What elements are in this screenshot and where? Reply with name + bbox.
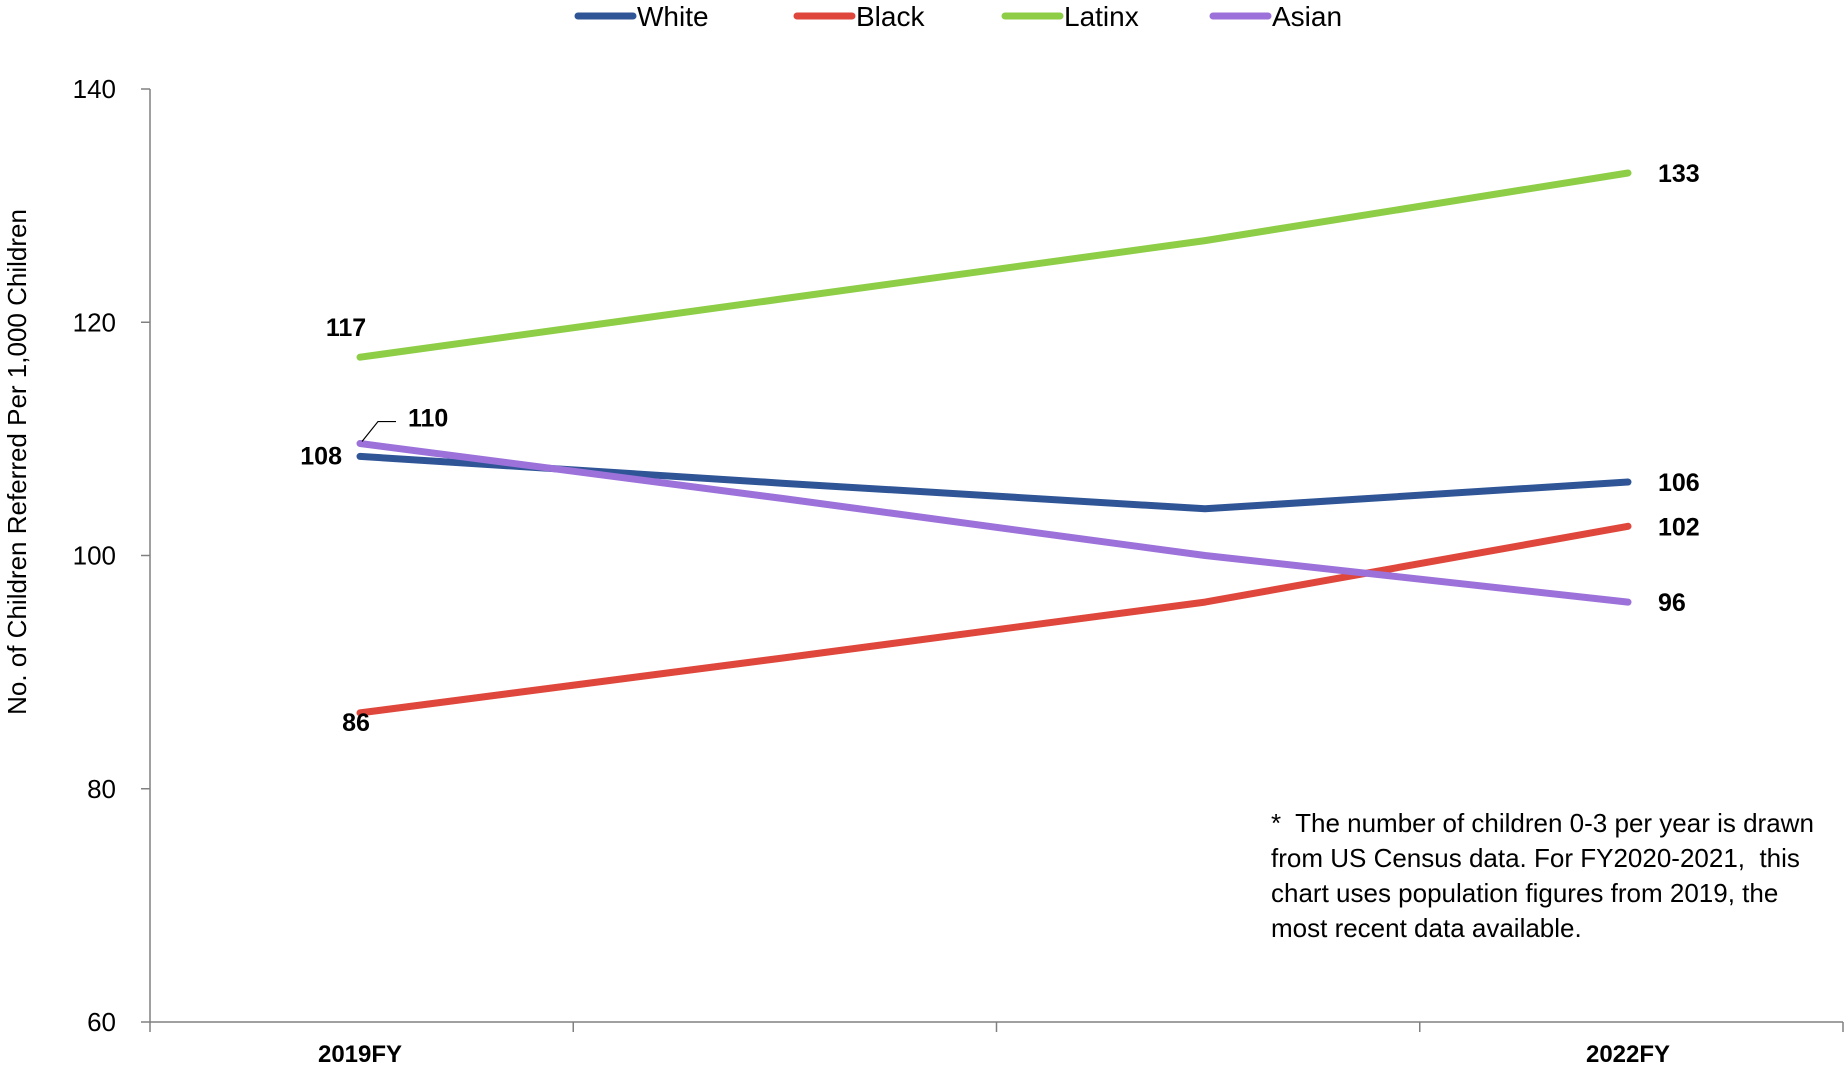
data-label-black: 86 (342, 709, 370, 737)
data-label-black: 102 (1658, 513, 1700, 541)
series-line-black (356, 522, 1632, 717)
y-axis-title: No. of Children Referred Per 1,000 Child… (2, 209, 32, 715)
legend-item-latinx: Latinx (1001, 1, 1139, 32)
x-tick-label: 2022FY (1586, 1041, 1670, 1068)
legend-item-asian: Asian (1209, 1, 1342, 32)
legend-item-white: White (574, 1, 709, 32)
y-tick-label: 60 (87, 1007, 116, 1037)
y-tick-label: 120 (73, 307, 116, 337)
legend: White Black Latinx Asian (574, 1, 1342, 32)
footnote-annotation: * The number of children 0-3 per year is… (1271, 808, 1822, 943)
y-tick-label: 80 (87, 774, 116, 804)
legend-label: Black (856, 1, 925, 32)
plot-area: 108 106 86 102 117 133 110 96 (300, 160, 1699, 737)
series-line-white (356, 452, 1632, 513)
data-label-latinx: 133 (1658, 160, 1700, 188)
legend-item-black: Black (793, 1, 925, 32)
y-tick-label: 140 (73, 74, 116, 104)
y-tick-label: 100 (73, 541, 116, 571)
series-line-latinx (356, 169, 1632, 361)
legend-label: Latinx (1064, 1, 1139, 32)
data-label-asian: 110 (408, 405, 448, 433)
axes: No. of Children Referred Per 1,000 Child… (2, 74, 1844, 1068)
legend-label: Asian (1272, 1, 1342, 32)
series-line-asian (356, 440, 1632, 606)
legend-label: White (637, 1, 709, 32)
data-label-white: 106 (1658, 469, 1700, 497)
data-label-latinx: 117 (326, 314, 366, 342)
data-label-leader-line (361, 420, 396, 442)
data-label-white: 108 (300, 442, 342, 470)
data-label-asian: 96 (1658, 589, 1686, 617)
x-tick-label: 2019FY (318, 1041, 402, 1068)
